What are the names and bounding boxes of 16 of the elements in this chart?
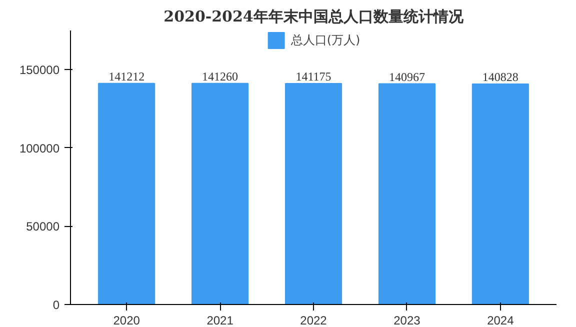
y-tick-label: 100000 bbox=[19, 141, 60, 156]
y-tick-label: 0 bbox=[52, 298, 60, 312]
y-tick-label: 50000 bbox=[26, 220, 60, 234]
x-tick-label: 2024 bbox=[487, 314, 514, 327]
data-label: 141175 bbox=[296, 69, 332, 84]
legend-label: 总人口(万人) bbox=[290, 32, 360, 48]
x-tick-label: 2022 bbox=[300, 314, 328, 327]
x-tick-label: 2023 bbox=[394, 314, 421, 327]
x-tick-label: 2020 bbox=[113, 314, 140, 327]
data-label: 141212 bbox=[108, 69, 145, 84]
data-label: 140828 bbox=[482, 70, 518, 84]
x-tick-label: 2021 bbox=[206, 314, 234, 327]
data-label: 141260 bbox=[202, 69, 238, 84]
y-tick-label: 150000 bbox=[19, 63, 60, 78]
data-label: 140967 bbox=[388, 70, 425, 84]
chart-title: 2020-2024年年末中国总人口数量统计情况 bbox=[164, 8, 464, 26]
